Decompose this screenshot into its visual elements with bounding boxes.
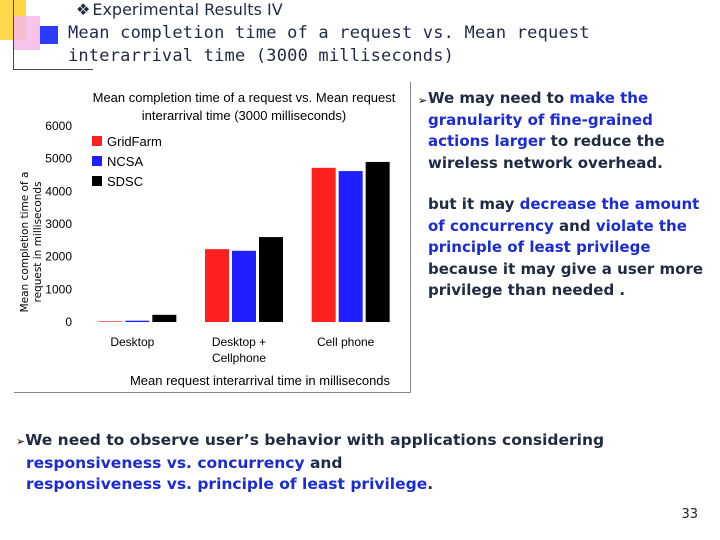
bar-chart: Mean completion time of a request vs. Me… bbox=[14, 82, 411, 393]
y-axis-label-line1: Mean completion time of a bbox=[19, 172, 31, 313]
bullet-1-highlight: make the granularity of fine-grained act… bbox=[428, 89, 653, 150]
bullet-2: but it may decrease the amount of concur… bbox=[418, 194, 714, 302]
bar-sdsc-2 bbox=[365, 161, 390, 322]
bottom-note-highlight-2: responsiveness vs. principle of least pr… bbox=[26, 475, 428, 493]
legend-label: GridFarm bbox=[107, 134, 162, 149]
bar-gridfarm-1 bbox=[205, 249, 229, 322]
x-axis-label: Mean request interarrival time in millis… bbox=[130, 373, 391, 388]
bottom-note: ➢We need to observe user’s behavior with… bbox=[16, 430, 706, 496]
bullet-2-text-b: and bbox=[553, 216, 596, 235]
y-tick-label: 5000 bbox=[45, 152, 72, 166]
bar-sdsc-1 bbox=[259, 237, 283, 322]
section-label: Experimental Results IV bbox=[92, 0, 283, 19]
x-category-label: Cell phone bbox=[317, 335, 375, 349]
bottom-note-text-b: and bbox=[304, 453, 343, 472]
slide-title: Mean completion time of a request vs. Me… bbox=[68, 23, 590, 66]
bullet-2-highlight-1: decrease the amount of concurrency bbox=[428, 195, 700, 235]
decor-blue-square bbox=[40, 26, 58, 44]
bullet-1-text-a: We may need to bbox=[428, 89, 570, 107]
legend-label: SDSC bbox=[107, 174, 143, 189]
legend-swatch bbox=[92, 156, 102, 166]
x-category-label-line2: Cellphone bbox=[212, 351, 266, 365]
page-number: 33 bbox=[681, 507, 698, 522]
bullet-1: We may need to make the granularity of f… bbox=[418, 88, 714, 174]
x-category-label: Desktop + bbox=[212, 335, 266, 349]
bottom-note-text-a: We need to observe user’s behavior with … bbox=[25, 431, 605, 449]
bottom-note-text-c: . bbox=[427, 475, 434, 493]
legend-swatch bbox=[92, 136, 102, 146]
y-tick-label: 0 bbox=[65, 315, 72, 329]
y-tick-label: 6000 bbox=[45, 119, 72, 133]
bullet-2-text-a: but it may bbox=[428, 195, 520, 213]
diamond-bullet-icon: ❖ bbox=[76, 0, 91, 19]
x-category-label: Desktop bbox=[110, 335, 154, 349]
bar-ncsa-1 bbox=[232, 250, 256, 322]
bar-ncsa-0 bbox=[125, 320, 150, 322]
y-tick-label: 4000 bbox=[45, 184, 72, 198]
bullet-1-text-b: to reduce the wireless network overhead. bbox=[428, 132, 665, 172]
legend-label: NCSA bbox=[107, 154, 143, 169]
decor-horizontal-line bbox=[13, 69, 93, 70]
chart-title-line2: interarrival time (3000 milliseconds) bbox=[142, 108, 346, 123]
y-tick-label: 2000 bbox=[45, 250, 72, 264]
decor-vertical-line bbox=[13, 0, 14, 70]
bar-ncsa-2 bbox=[338, 171, 363, 322]
bullet-list: ➢ We may need to make the granularity of… bbox=[418, 88, 714, 302]
section-heading: ❖ Experimental Results IV bbox=[76, 0, 283, 19]
bullet-2-text-c: because it may give a user more privileg… bbox=[428, 259, 704, 300]
legend-swatch bbox=[92, 176, 102, 186]
y-axis-label-line2: request in milliseconds bbox=[32, 182, 44, 303]
y-tick-label: 3000 bbox=[45, 217, 72, 231]
bar-sdsc-0 bbox=[152, 314, 177, 322]
bar-gridfarm-0 bbox=[98, 321, 123, 322]
chart-canvas: Mean completion time of a request vs. Me… bbox=[19, 90, 396, 388]
bullet-2-highlight-2: violate the principle of least privilege bbox=[428, 216, 687, 257]
arrow-bullet-icon: ➢ bbox=[16, 435, 26, 448]
bottom-note-highlight-1: responsiveness vs. concurrency bbox=[26, 453, 305, 472]
chart-title-line1: Mean completion time of a request vs. Me… bbox=[93, 90, 396, 105]
decor-pink-block bbox=[14, 16, 40, 50]
y-tick-label: 1000 bbox=[45, 282, 72, 296]
bar-gridfarm-2 bbox=[311, 167, 336, 322]
arrow-bullet-icon: ➢ bbox=[418, 94, 428, 107]
